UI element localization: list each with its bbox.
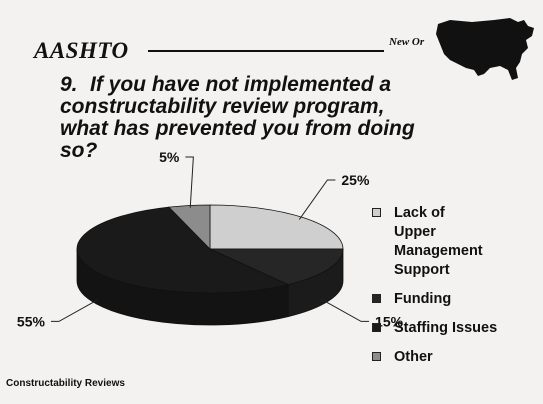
legend-swatch [372, 323, 381, 332]
pie-label-funding: 15% [375, 313, 404, 329]
legend-label-line: Management [394, 243, 483, 259]
legend-item-funding: Funding [372, 290, 538, 309]
question-number: 9. [60, 73, 78, 96]
pie-slice-staffing-issues [76, 206, 290, 294]
legend-label-line: Funding [394, 291, 452, 307]
legend-item-lack-of-upper-management-support: Lack of Upper Management Support [372, 204, 538, 280]
footer-text: Constructability Reviews [6, 378, 125, 389]
legend-label-line: Other [394, 349, 433, 365]
leader-line-lack-of-upper-management-support [298, 179, 336, 220]
legend-item-other: Other [372, 348, 538, 367]
pie-labels: 25% 15% 55% 5% [17, 149, 404, 329]
legend-label-line: Upper [394, 224, 436, 240]
question: 9. If you have not implemented a construc… [60, 74, 420, 162]
pie-label-lack-of-upper-management-support: 25% [341, 172, 370, 188]
question-text: If you have not implemented a constructa… [60, 73, 415, 162]
leader-line-funding [322, 299, 370, 322]
chart-legend: Lack of Upper Management Support Funding… [372, 204, 538, 377]
legend-label-line: Support [394, 262, 450, 278]
leader-line-staffing-issues [50, 299, 98, 322]
legend-label-line: Lack of [394, 205, 445, 221]
pie-slice-other [168, 204, 211, 250]
header-subtitle: New Or [389, 36, 425, 48]
legend-item-staffing-issues: Staffing Issues [372, 319, 538, 338]
legend-swatch [372, 352, 381, 361]
leader-line-other [185, 156, 194, 208]
pie-layer [76, 204, 344, 326]
pie-label-other: 5% [159, 149, 180, 165]
header-rule [148, 50, 384, 52]
legend-swatch [372, 294, 381, 303]
brand-title: AASHTO [34, 38, 129, 63]
leader-lines [50, 156, 370, 322]
pie-label-staffing-issues: 55% [17, 313, 46, 329]
pie-slice-lack-of-upper-management-support [209, 204, 344, 250]
legend-swatch [372, 208, 381, 217]
pie-slice-funding [209, 248, 344, 286]
legend-label-line: Staffing Issues [394, 320, 498, 336]
us-map-icon [436, 18, 534, 80]
